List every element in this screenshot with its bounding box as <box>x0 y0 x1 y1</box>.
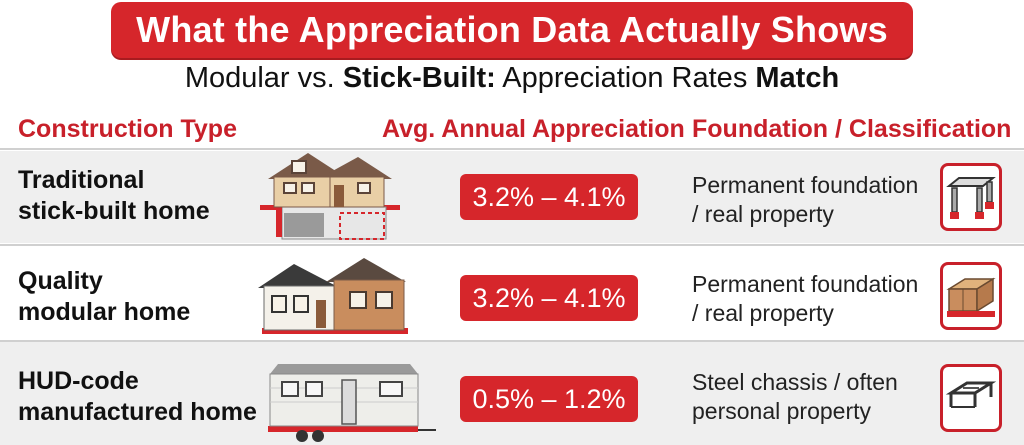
row-type-label: Quality modular home <box>18 266 190 328</box>
subtitle-part-4: Match <box>755 62 840 94</box>
foundation-line-1: Permanent foundation <box>692 172 919 198</box>
row-type-line-2: modular home <box>18 298 191 326</box>
foundation-columns-icon <box>946 177 996 219</box>
foundation-text: Steel chassis / often personal property <box>692 368 898 426</box>
table-row: Quality modular home 3.2% – 4.1% Permane… <box>0 246 1024 338</box>
foundation-line-2: personal property <box>692 398 871 424</box>
table-row: Traditional stick-built home 3.2% – 4.1%… <box>0 151 1024 243</box>
subtitle-part-3: Appreciation Rates <box>495 62 756 94</box>
row-type-line-2: manufactured home <box>18 398 257 426</box>
stick-built-house-icon <box>260 153 400 240</box>
row-type-line-2: stick-built home <box>18 197 210 225</box>
manufactured-home-icon <box>268 364 436 442</box>
row-type-line-1: HUD-code <box>18 367 139 395</box>
title-banner: What the Appreciation Data Actually Show… <box>111 2 913 58</box>
column-header-appreciation: Avg. Annual Appreciation <box>382 115 685 143</box>
row-divider <box>0 244 1024 246</box>
page-title: What the Appreciation Data Actually Show… <box>136 9 888 50</box>
subtitle-part-2: Stick-Built: <box>342 62 496 94</box>
header-divider <box>0 148 1024 150</box>
row-divider <box>0 340 1024 342</box>
row-type-label: Traditional stick-built home <box>18 165 210 227</box>
modular-box-icon-box <box>940 262 1002 330</box>
subtitle-part-1: Modular vs. <box>184 62 343 94</box>
appreciation-badge: 0.5% – 1.2% <box>460 376 638 422</box>
foundation-line-2: / real property <box>692 300 834 326</box>
modular-house-icon <box>258 258 408 334</box>
subtitle: Modular vs. Stick-Built: Appreciation Ra… <box>0 62 1024 95</box>
row-type-line-1: Traditional <box>18 166 145 194</box>
appreciation-badge: 3.2% – 4.1% <box>460 275 638 321</box>
foundation-text: Permanent foundation / real property <box>692 171 918 229</box>
foundation-line-2: / real property <box>692 201 834 227</box>
table-row: HUD-code manufactured home 0.5% – 1.2% S… <box>0 342 1024 445</box>
row-type-line-1: Quality <box>18 267 103 295</box>
foundation-line-1: Steel chassis / often <box>692 369 898 395</box>
foundation-text: Permanent foundation / real property <box>692 270 918 328</box>
modular-box-icon <box>946 277 996 317</box>
foundation-columns-icon-box <box>940 163 1002 231</box>
steel-chassis-icon-box <box>940 364 1002 432</box>
column-header-foundation: Foundation / Classification <box>692 115 1012 143</box>
appreciation-badge: 3.2% – 4.1% <box>460 174 638 220</box>
steel-chassis-icon <box>945 381 997 408</box>
row-type-label: HUD-code manufactured home <box>18 366 257 428</box>
foundation-line-1: Permanent foundation <box>692 271 919 297</box>
column-header-type: Construction Type <box>18 115 237 143</box>
